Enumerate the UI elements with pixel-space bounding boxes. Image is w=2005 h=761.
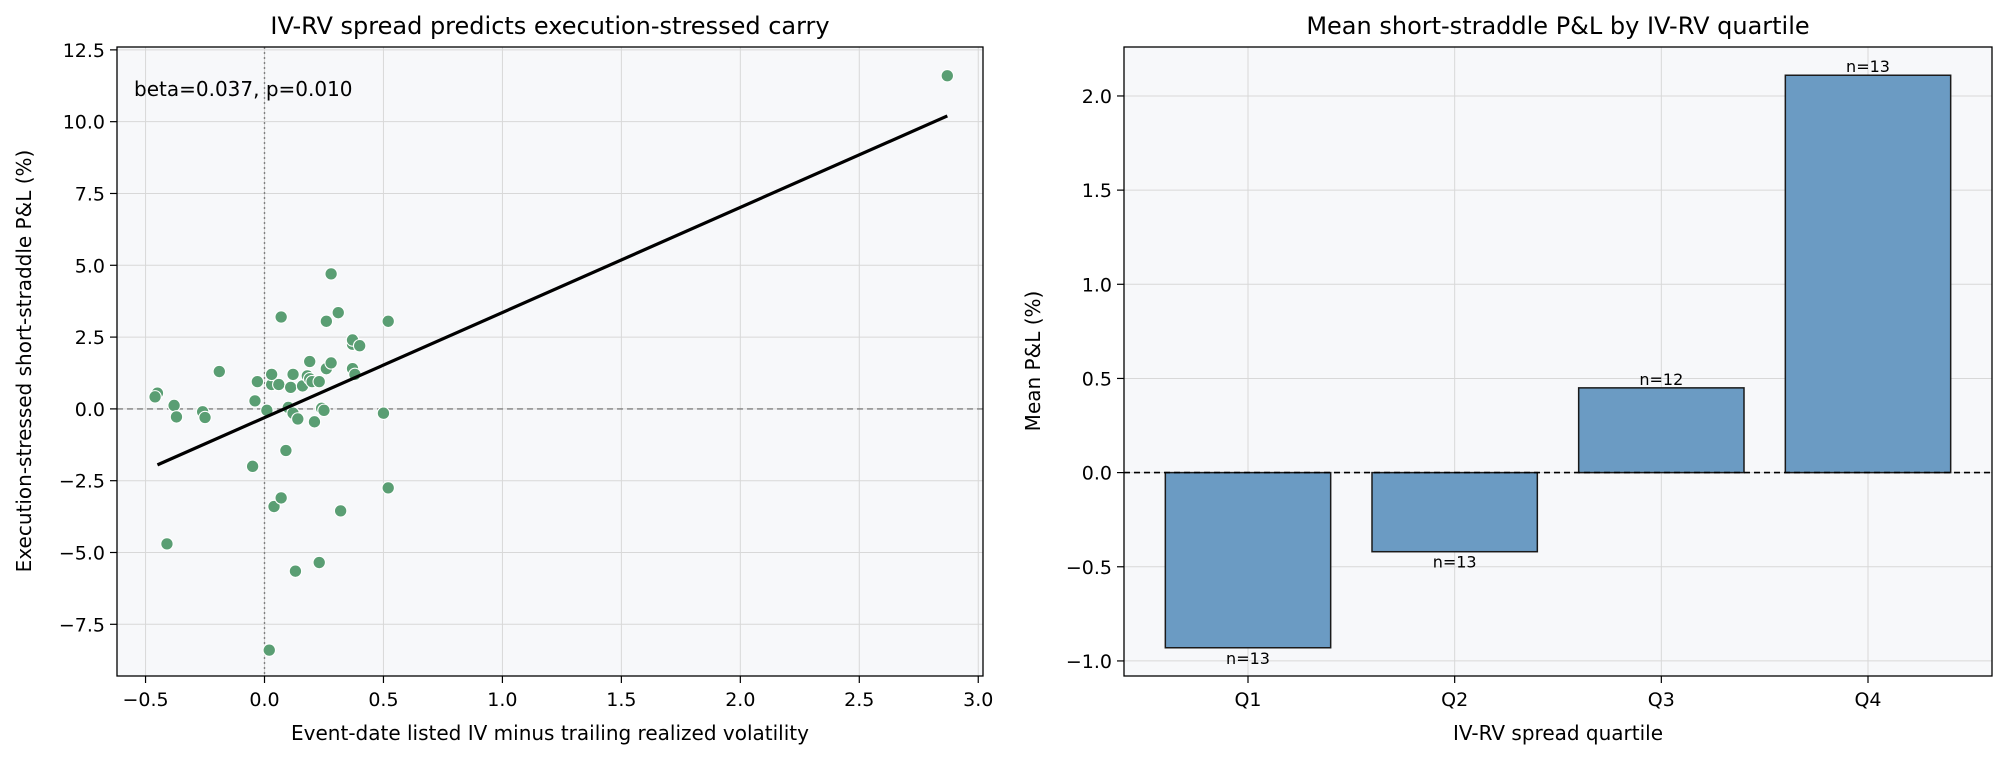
bar-count-label: n=13 — [1846, 57, 1890, 76]
scatter-point — [324, 267, 338, 281]
scatter-y-tick-label: 5.0 — [75, 255, 105, 277]
bar-title: Mean short-straddle P&L by IV-RV quartil… — [1306, 12, 1809, 40]
scatter-x-tick-label: 1.5 — [606, 689, 636, 711]
scatter-point — [291, 412, 305, 426]
scatter-point — [274, 491, 288, 505]
scatter-point — [250, 374, 265, 389]
regression-line — [156, 114, 948, 467]
bar-x-ticks: Q1 Q2 Q3 Q4 — [1234, 676, 1882, 711]
scatter-y-tick-label: 0.0 — [75, 399, 105, 421]
scatter-point — [279, 443, 293, 458]
bar-q3 — [1577, 387, 1745, 474]
scatter-points — [148, 68, 955, 657]
scatter-point — [272, 377, 286, 392]
scatter-x-tick-label: 1.0 — [487, 689, 517, 711]
scatter-point — [286, 367, 300, 382]
scatter-x-tick-label: 2.5 — [844, 689, 874, 711]
scatter-point — [283, 380, 298, 395]
bars — [1164, 74, 1952, 649]
scatter-y-tick-label: 2.5 — [75, 327, 105, 349]
scatter-point — [264, 367, 279, 382]
bar-y-ticks: −1.0 −0.5 0.0 0.5 1.0 1.5 2.0 — [1066, 86, 1124, 673]
scatter-point — [333, 504, 348, 518]
scatter-y-tick-label: −2.5 — [59, 471, 105, 493]
scatter-point — [312, 374, 326, 389]
bar-plot-frame — [1123, 46, 1993, 677]
bar-x-axis-label: IV-RV spread quartile — [1453, 721, 1663, 745]
scatter-panel: −0.5 0.0 0.5 1.0 1.5 2.0 2.5 3.0 −7.5 −5.0 −2.5 0.… — [12, 12, 993, 745]
scatter-point — [381, 481, 395, 495]
scatter-x-tick-label: −0.5 — [122, 689, 168, 711]
bar-q4 — [1784, 74, 1952, 474]
scatter-point — [317, 403, 331, 418]
scatter-point — [331, 305, 346, 320]
scatter-y-tick-label: 10.0 — [63, 112, 105, 134]
bar-x-tick-label: Q4 — [1854, 689, 1881, 711]
scatter-point — [312, 555, 326, 570]
scatter-point — [307, 415, 322, 429]
scatter-x-tick-label: 3.0 — [963, 689, 993, 711]
scatter-plot-area — [117, 47, 983, 676]
scatter-point — [302, 354, 317, 369]
scatter-point — [274, 310, 288, 324]
scatter-y-ticks: −7.5 −5.0 −2.5 0.0 2.5 5.0 7.5 10.0 12.5 — [59, 40, 117, 636]
bar-count-labels: n=13 n=13 n=12 n=13 — [1226, 57, 1890, 668]
scatter-y-tick-label: −7.5 — [59, 614, 105, 636]
bar-q2 — [1371, 471, 1539, 553]
bar-y-tick-label: −1.0 — [1066, 651, 1112, 673]
bar-y-tick-label: −0.5 — [1066, 557, 1112, 579]
scatter-point — [381, 314, 395, 329]
scatter-point — [248, 394, 262, 408]
scatter-point — [319, 314, 334, 329]
bar-y-tick-label: 0.5 — [1082, 368, 1112, 390]
scatter-point — [262, 643, 277, 657]
scatter-point — [267, 499, 281, 514]
bar-count-label: n=13 — [1433, 553, 1477, 572]
scatter-x-tick-label: 0.5 — [368, 689, 398, 711]
bar-q1 — [1164, 471, 1332, 649]
scatter-point — [352, 338, 367, 353]
bar-y-tick-label: 2.0 — [1082, 86, 1112, 108]
scatter-point — [167, 398, 181, 413]
bar-y-tick-label: 1.0 — [1082, 274, 1112, 296]
scatter-point — [940, 68, 955, 83]
scatter-y-tick-label: −5.0 — [59, 542, 105, 564]
scatter-point — [376, 406, 391, 420]
scatter-point — [245, 459, 260, 474]
scatter-plot-frame — [116, 46, 984, 677]
bar-x-tick-label: Q1 — [1234, 689, 1261, 711]
scatter-point — [198, 410, 212, 425]
scatter-x-ticks: −0.5 0.0 0.5 1.0 1.5 2.0 2.5 3.0 — [122, 676, 993, 711]
bar-count-label: n=13 — [1226, 649, 1270, 668]
scatter-y-tick-label: 7.5 — [75, 183, 105, 205]
scatter-x-axis-label: Event-date listed IV minus trailing real… — [291, 721, 809, 745]
bar-count-label: n=12 — [1639, 370, 1683, 389]
scatter-point — [169, 410, 184, 424]
scatter-y-tick-label: 12.5 — [63, 40, 105, 62]
scatter-y-axis-label: Execution-stressed short-straddle P&L (%… — [12, 150, 36, 573]
scatter-point — [288, 564, 303, 578]
scatter-point — [212, 364, 227, 379]
bar-y-tick-label: 1.5 — [1082, 180, 1112, 202]
scatter-point — [324, 356, 338, 370]
scatter-x-tick-label: 0.0 — [249, 689, 279, 711]
scatter-x-tick-label: 2.0 — [725, 689, 755, 711]
bar-panel: n=13 n=13 n=12 n=13 Q1 Q2 Q3 Q4 −1.0 −0.5 0.0 0.5… — [1021, 12, 1993, 745]
bar-x-tick-label: Q3 — [1648, 689, 1675, 711]
bar-y-tick-label: 0.0 — [1082, 463, 1112, 485]
scatter-annotation: beta=0.037, p=0.010 — [134, 77, 353, 101]
scatter-point — [160, 537, 174, 551]
scatter-point — [148, 390, 162, 404]
bar-x-tick-label: Q2 — [1441, 689, 1468, 711]
scatter-title: IV-RV spread predicts execution-stressed… — [270, 12, 829, 40]
bar-y-axis-label: Mean P&L (%) — [1021, 291, 1045, 432]
